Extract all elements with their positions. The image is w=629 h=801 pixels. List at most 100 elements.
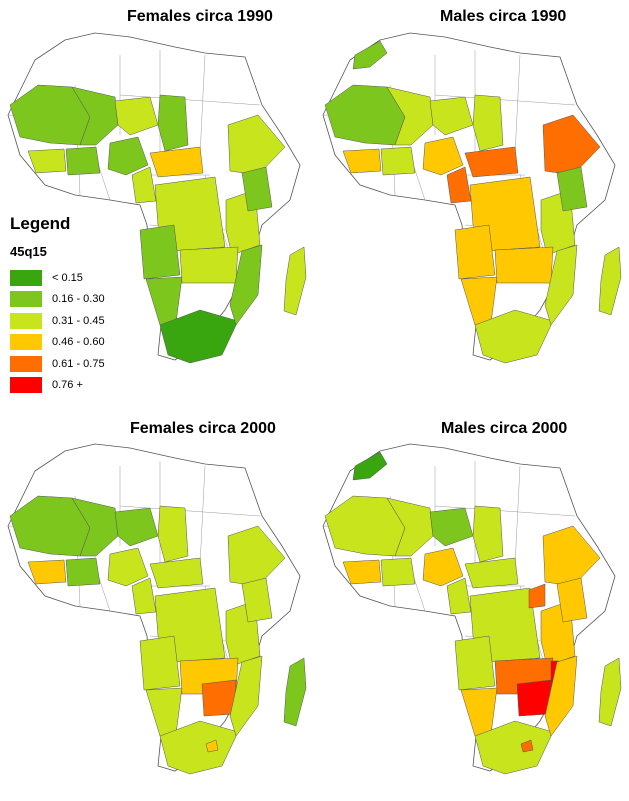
- region-namibia: [460, 687, 498, 737]
- region-morocco: [352, 40, 388, 70]
- region-westcoast: [342, 148, 382, 174]
- region-madagascar: [598, 246, 622, 316]
- region-westcoast: [27, 148, 67, 174]
- region-madagascar: [598, 657, 622, 727]
- country-border: [119, 94, 261, 106]
- region-nigeria: [422, 136, 464, 176]
- legend-label: 0.61 - 0.75: [52, 357, 105, 370]
- region-namibia: [145, 687, 183, 737]
- region-kenya: [556, 577, 588, 623]
- legend-items: < 0.15 0.16 - 0.30 0.31 - 0.45 0.46 - 0.…: [10, 267, 160, 396]
- region-angola: [454, 224, 496, 280]
- legend-label: 0.31 - 0.45: [52, 314, 105, 327]
- region-sahel_e: [157, 94, 189, 152]
- legend-swatch: [10, 334, 42, 351]
- map-males-1990: [322, 32, 622, 364]
- region-car: [464, 557, 519, 589]
- legend-item: 0.31 - 0.45: [10, 310, 160, 332]
- region-zim: [516, 679, 552, 717]
- region-madagascar: [283, 246, 307, 316]
- region-horn: [227, 525, 286, 587]
- country-border: [514, 54, 521, 156]
- region-southafrica: [159, 309, 239, 364]
- region-angola: [139, 224, 181, 280]
- country-border: [199, 54, 206, 156]
- map-males-2000: [322, 443, 622, 775]
- region-sahel_w: [71, 86, 119, 146]
- region-moz: [544, 244, 578, 326]
- region-sahel_e: [157, 505, 189, 563]
- region-lesotho: [520, 739, 534, 753]
- region-southafrica: [159, 720, 239, 775]
- country-border: [434, 505, 576, 517]
- region-sahel_c: [429, 96, 474, 136]
- region-moz: [229, 244, 263, 326]
- region-nigeria: [422, 547, 464, 587]
- region-southafrica: [474, 309, 554, 364]
- region-zim: [201, 679, 237, 717]
- region-car: [464, 146, 519, 178]
- legend-swatch: [10, 269, 42, 286]
- region-guinea: [380, 146, 416, 176]
- region-morocco: [352, 451, 388, 481]
- region-sahel_w: [71, 497, 119, 557]
- region-kenya: [241, 166, 273, 212]
- region-horn: [542, 114, 601, 176]
- region-sahel_w: [386, 497, 434, 557]
- country-border: [514, 465, 521, 567]
- region-sahel_c: [114, 96, 159, 136]
- legend-label: < 0.15: [52, 271, 83, 284]
- legend-item: 0.61 - 0.75: [10, 353, 160, 375]
- legend-item: 0.46 - 0.60: [10, 332, 160, 354]
- region-westcoast: [342, 559, 382, 585]
- region-sahel_e: [472, 94, 504, 152]
- legend: Legend 45q15 < 0.15 0.16 - 0.30 0.31 - 0…: [10, 214, 160, 396]
- region-angola: [139, 635, 181, 691]
- legend-swatch: [10, 377, 42, 394]
- region-madagascar: [283, 657, 307, 727]
- region-westcoast: [27, 559, 67, 585]
- map-females-2000: [7, 443, 307, 775]
- region-kenya: [556, 166, 588, 212]
- legend-swatch: [10, 355, 42, 372]
- legend-title: Legend: [10, 214, 71, 233]
- panel-title-females-2000: Females circa 2000: [130, 420, 276, 437]
- region-sahel_c: [429, 507, 474, 547]
- legend-label: 0.46 - 0.60: [52, 336, 105, 349]
- region-lesotho: [205, 739, 219, 753]
- map-females-1990: [7, 32, 307, 364]
- country-border: [199, 465, 206, 567]
- region-horn: [227, 114, 286, 176]
- region-uganda: [528, 583, 546, 609]
- region-guinea: [65, 557, 101, 587]
- region-southcent: [179, 246, 239, 284]
- country-border: [434, 94, 576, 106]
- region-guinea: [65, 146, 101, 176]
- region-moz: [229, 655, 263, 737]
- region-nigeria: [107, 547, 149, 587]
- panel-title-females-1990: Females circa 1990: [127, 8, 273, 25]
- region-car: [149, 146, 204, 178]
- region-sahel_w: [386, 86, 434, 146]
- legend-swatch: [10, 291, 42, 308]
- region-nigeria: [107, 136, 149, 176]
- legend-swatch: [10, 312, 42, 329]
- legend-subtitle: 45q15: [10, 244, 47, 259]
- legend-label: 0.76 +: [52, 379, 83, 392]
- region-southcent: [494, 246, 554, 284]
- panel-title-males-2000: Males circa 2000: [441, 420, 568, 437]
- legend-label: 0.16 - 0.30: [52, 293, 105, 306]
- legend-item: 0.16 - 0.30: [10, 289, 160, 311]
- region-namibia: [460, 276, 498, 326]
- country-border: [119, 505, 261, 517]
- region-angola: [454, 635, 496, 691]
- region-sahel_e: [472, 505, 504, 563]
- region-guinea: [380, 557, 416, 587]
- region-car: [149, 557, 204, 589]
- region-horn: [542, 525, 601, 587]
- region-moz: [544, 655, 578, 737]
- region-southafrica: [474, 720, 554, 775]
- legend-item: < 0.15: [10, 267, 160, 289]
- region-sahel_c: [114, 507, 159, 547]
- region-kenya: [241, 577, 273, 623]
